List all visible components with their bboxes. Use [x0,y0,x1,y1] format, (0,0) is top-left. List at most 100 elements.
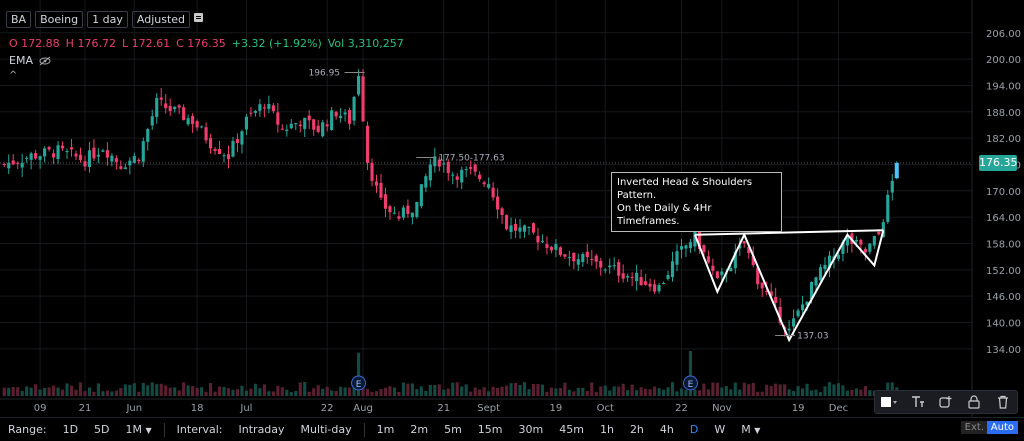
earnings-marker-label: E [356,380,362,390]
candle-body [679,246,684,250]
candle-body [352,96,356,121]
interval-2h[interactable]: 2h [629,423,644,436]
time-tick-label: 22 [675,403,688,414]
candle-body [652,284,657,292]
adjustment-chip[interactable]: Adjusted [131,11,191,28]
candle-body [814,277,818,286]
interval-intraday[interactable]: Intraday [238,423,285,436]
price-tick-label: 188.00 [986,108,1021,119]
open-label: O [9,37,18,50]
candle-body [141,141,145,162]
interval-30m[interactable]: 30m [518,423,544,436]
volume-bar [513,383,518,396]
extended-hours-button[interactable]: Ext. [960,421,988,434]
candle-body [872,236,876,246]
range-5d[interactable]: 5D [94,423,110,436]
candle-body [159,97,163,100]
volume-bar [294,391,298,396]
candle-body [240,131,244,145]
volume-bar [747,384,751,396]
menu-icon[interactable] [194,13,204,22]
candle-body [805,301,809,306]
auto-scale-button[interactable]: Auto [986,421,1018,434]
volume-bar [890,382,894,396]
volume-bar [370,391,374,396]
divider [163,422,165,437]
interval-chip[interactable]: 1 day [87,11,128,28]
interval-2m[interactable]: 2m [410,423,429,436]
candle-body [688,242,693,249]
add-alert-icon[interactable] [938,394,954,410]
interval-m[interactable]: M ▼ [733,423,768,436]
symbol-chip[interactable]: BA [6,11,32,28]
range-1m[interactable]: 1M ▼ [118,423,160,436]
volume-bar [388,386,392,396]
candle-body [585,251,589,258]
time-tick-label: 18 [191,403,204,414]
interval-5m[interactable]: 5m [444,423,462,436]
last-candle-highlight [894,162,899,179]
price-tick-label: 134.00 [986,345,1021,356]
volume-bar [141,383,145,396]
candle-body [818,267,823,281]
interval-45m[interactable]: 45m [559,423,584,436]
volume-bar [733,382,737,396]
candle-body [164,103,168,109]
collapse-chevron-icon[interactable]: ^ [9,70,18,81]
volume-bar [177,390,181,396]
volume-bar [69,385,74,396]
candle-body [684,245,688,249]
candle-body [321,122,325,137]
interval-multiday[interactable]: Multi-day [300,423,352,436]
interval-w[interactable]: W [714,423,726,436]
volume-bar [531,384,536,396]
candle-body [464,169,468,171]
volume-bar [644,388,648,396]
candle-body [191,116,195,125]
candles [2,68,899,338]
candle-body [473,164,477,172]
candle-body [496,196,500,210]
candle-body [365,125,370,163]
chevron-down-icon: ▼ [754,426,761,435]
interval-15m[interactable]: 15m [477,423,503,436]
company-name-chip[interactable]: Boeing [35,11,84,28]
eye-hidden-icon[interactable] [39,56,51,66]
candle-body [518,227,522,232]
candle-body [34,153,38,159]
interval-1h[interactable]: 1h [599,423,614,436]
trash-icon[interactable] [995,394,1011,410]
range-1d[interactable]: 1D [62,423,79,436]
candle-body [590,259,594,261]
candle-body [253,111,257,113]
volume-bar [720,387,724,396]
candle-body [733,251,737,269]
candle-body [886,194,890,222]
volume-bar [814,389,818,396]
lock-icon[interactable] [966,394,982,410]
volume-bar [374,391,379,396]
interval-d[interactable]: D [689,423,699,436]
candle-body [392,212,397,214]
volume-bar [25,386,29,396]
pattern-annotation[interactable]: Inverted Head & Shoulders Pattern. On th… [611,172,782,232]
volume-bar [796,386,800,396]
color-picker-icon[interactable] [881,394,898,410]
candle-body [626,276,630,278]
volume-bar [845,390,849,396]
volume-bar [670,382,675,396]
volume-bar [2,387,6,396]
text-tool-icon[interactable] [910,394,926,410]
volume-bar [253,383,257,396]
volume-bar [339,386,343,396]
interval-1m[interactable]: 1m [376,423,395,436]
interval-4h[interactable]: 4h [659,423,674,436]
candle-body [711,265,715,271]
price-label: 196.95 [309,69,341,79]
candle-body [397,216,401,219]
candle-body [567,257,571,259]
volume-bar [545,392,549,396]
candle-body [693,228,697,247]
volume-bar [576,387,580,396]
